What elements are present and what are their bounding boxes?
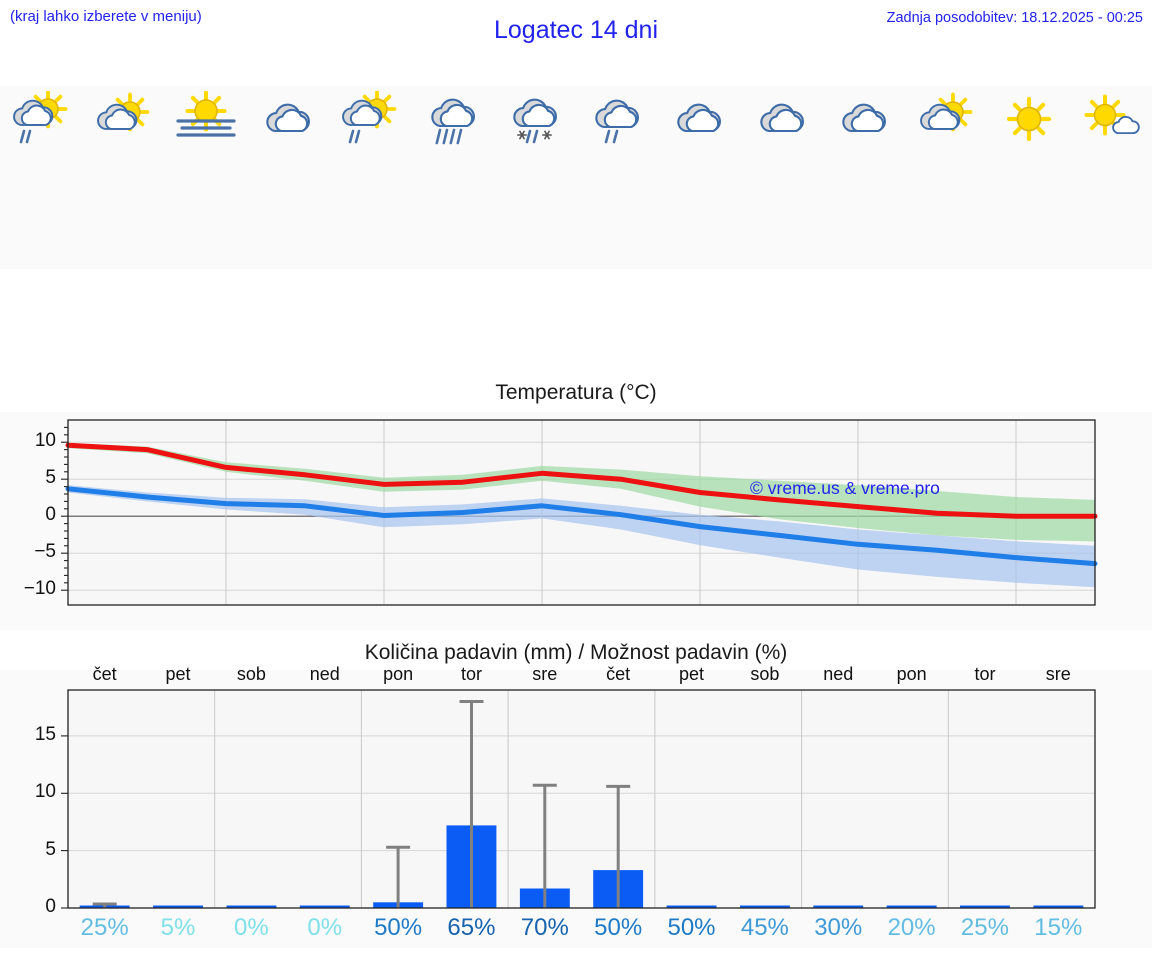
precip-probability-label: 25%	[80, 914, 129, 941]
day-column[interactable]	[247, 86, 329, 269]
cloud-icon	[250, 91, 326, 149]
cloud-sleet-icon	[497, 91, 573, 149]
precip-probability-label: 0%	[307, 914, 343, 941]
precip-y-axis-label: 10	[34, 781, 56, 803]
precip-day-label: sre	[1045, 664, 1071, 684]
precip-day-label: ned	[823, 664, 854, 684]
day-column[interactable]	[987, 86, 1069, 269]
day-column[interactable]	[494, 86, 576, 269]
precip-day-label: sob	[236, 664, 266, 684]
precip-day-label: tor	[974, 664, 996, 684]
cloud-sun-rain-icon	[332, 91, 408, 149]
page-title: Logatec 14 dni	[493, 16, 659, 44]
temperature-panel: Temperatura (°C) 10 5 0 −5 −10 © vreme.us & …	[0, 378, 1152, 630]
daily-forecast-strip	[0, 86, 1152, 269]
cloud-icon	[826, 91, 902, 149]
precip-probability-label: 0%	[234, 914, 269, 941]
day-column[interactable]	[576, 86, 658, 269]
copyright-annotation: © vreme.us & vreme.pro	[750, 478, 940, 498]
last-update-label: Zadnja posodobitev: 18.12.2025 - 00:25	[886, 10, 1143, 26]
temp-y-axis-label: 5	[45, 467, 56, 489]
day-column[interactable]	[82, 86, 164, 269]
cloud-sun-icon	[85, 91, 161, 149]
cloud-rain-icon	[579, 91, 655, 149]
cloud-sun-icon	[908, 91, 984, 149]
precip-probability-label: 50%	[594, 914, 643, 941]
precip-probability-label: 25%	[960, 914, 1009, 941]
temp-y-axis-label: 10	[34, 430, 56, 452]
location-menu-hint[interactable]: (kraj lahko izberete v meniju)	[10, 8, 202, 25]
day-column[interactable]	[165, 86, 247, 269]
sun-cloud-small-icon	[1073, 91, 1149, 149]
precip-day-label: pon	[896, 664, 927, 684]
day-column[interactable]	[0, 86, 82, 269]
sun-fog-icon	[168, 91, 244, 149]
temperature-plot: 10 5 0 −5 −10	[0, 412, 1152, 630]
precip-probability-label: 30%	[814, 914, 863, 941]
precip-day-label: sob	[750, 664, 780, 684]
precip-probability-label: 50%	[374, 914, 423, 941]
day-column[interactable]	[823, 86, 905, 269]
temperature-chart-title: Temperatura (°C)	[0, 378, 1152, 412]
cloud-sun-rain-icon	[3, 91, 79, 149]
precip-probability-label: 5%	[160, 914, 196, 941]
precipitation-panel: Količina padavin (mm) / Možnost padavin …	[0, 638, 1152, 948]
precip-probability-label: 70%	[520, 914, 569, 941]
temp-y-axis-label: 0	[45, 504, 56, 526]
day-column[interactable]	[658, 86, 740, 269]
precip-day-label: sre	[532, 664, 558, 684]
cloud-heavy-rain-icon	[415, 91, 491, 149]
precip-probability-label: 65%	[447, 914, 496, 941]
day-column[interactable]	[905, 86, 987, 269]
day-column[interactable]	[1070, 86, 1152, 269]
precip-day-label: pet	[165, 664, 191, 684]
precip-y-axis-label: 0	[45, 896, 56, 917]
precip-probability-label: 50%	[667, 914, 716, 941]
precip-day-label: čet	[606, 664, 631, 684]
precipitation-chart-title: Količina padavin (mm) / Možnost padavin …	[0, 638, 1152, 670]
precipitation-plot: 0 5 10 15 čet pet sob ned pon tor sre čet pet sob ned p…	[0, 664, 1152, 941]
precip-y-axis-label: 15	[34, 723, 56, 745]
day-column[interactable]	[329, 86, 411, 269]
cloud-icon	[661, 91, 737, 149]
precip-day-label: pon	[383, 664, 414, 684]
precip-day-label: tor	[460, 664, 482, 684]
temp-y-axis-label: −10	[23, 578, 56, 600]
precip-y-axis-label: 5	[45, 838, 56, 860]
precip-day-label: čet	[92, 664, 117, 684]
temp-y-axis-label: −5	[34, 541, 56, 563]
precip-probability-label: 15%	[1034, 914, 1083, 941]
sun-icon	[991, 91, 1067, 149]
page-header: (kraj lahko izberete v meniju) Logatec 1…	[0, 0, 1152, 60]
day-column[interactable]	[411, 86, 493, 269]
precip-day-label: ned	[309, 664, 340, 684]
precip-probability-label: 20%	[887, 914, 936, 941]
cloud-icon	[744, 91, 820, 149]
day-column[interactable]	[741, 86, 823, 269]
precip-day-label: pet	[679, 664, 705, 684]
precip-probability-label: 45%	[740, 914, 789, 941]
